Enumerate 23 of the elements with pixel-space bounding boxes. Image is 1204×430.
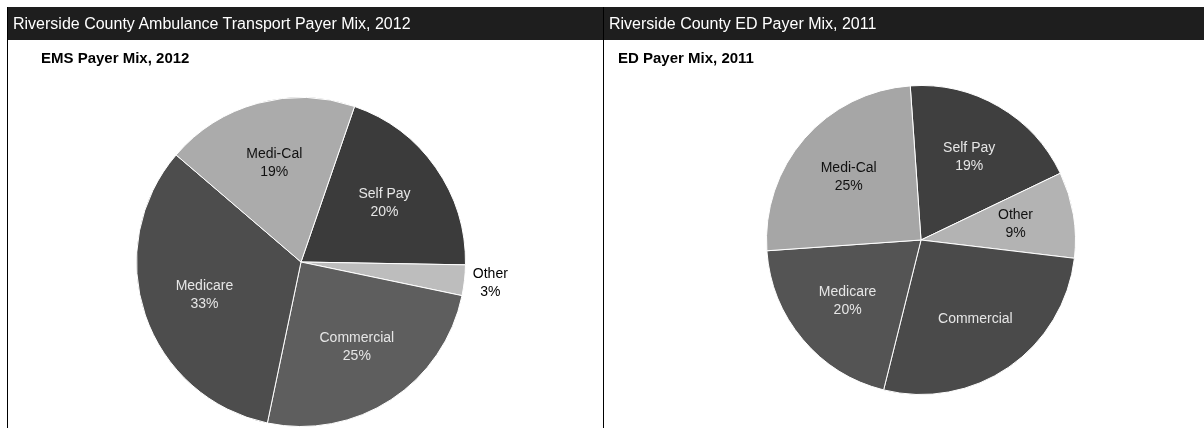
chart-subtitle: ED Payer Mix, 2011 bbox=[618, 49, 754, 66]
data-label: 20% bbox=[370, 203, 399, 220]
data-label: 33% bbox=[190, 294, 219, 311]
data-label: 9% bbox=[1005, 224, 1026, 241]
slice-label: Medi-Cal bbox=[820, 159, 877, 176]
slice-label: Medicare bbox=[175, 276, 234, 293]
slice-label: Self Pay bbox=[358, 185, 411, 202]
slice-label: Other bbox=[998, 206, 1034, 223]
slice-label: Other bbox=[472, 265, 509, 282]
data-label: 19% bbox=[260, 163, 289, 180]
slice-label: Commercial bbox=[319, 329, 395, 346]
slice-label: Commercial bbox=[938, 309, 1013, 326]
slice-label: Self Pay bbox=[943, 139, 996, 156]
slice-label: Medi-Cal bbox=[246, 145, 303, 162]
chart-title: Riverside County ED Payer Mix, 2011 bbox=[604, 7, 1204, 40]
data-label: 20% bbox=[833, 301, 862, 318]
chart-title: Riverside County Ambulance Transport Payer Mix, 2012 bbox=[8, 7, 603, 40]
data-label: 3% bbox=[480, 283, 501, 300]
slice-label: Medicare bbox=[818, 283, 877, 300]
data-label: 25% bbox=[834, 177, 863, 194]
data-label: 25% bbox=[342, 347, 371, 364]
chart-subtitle: EMS Payer Mix, 2012 bbox=[41, 49, 190, 66]
data-label: 19% bbox=[955, 157, 984, 174]
